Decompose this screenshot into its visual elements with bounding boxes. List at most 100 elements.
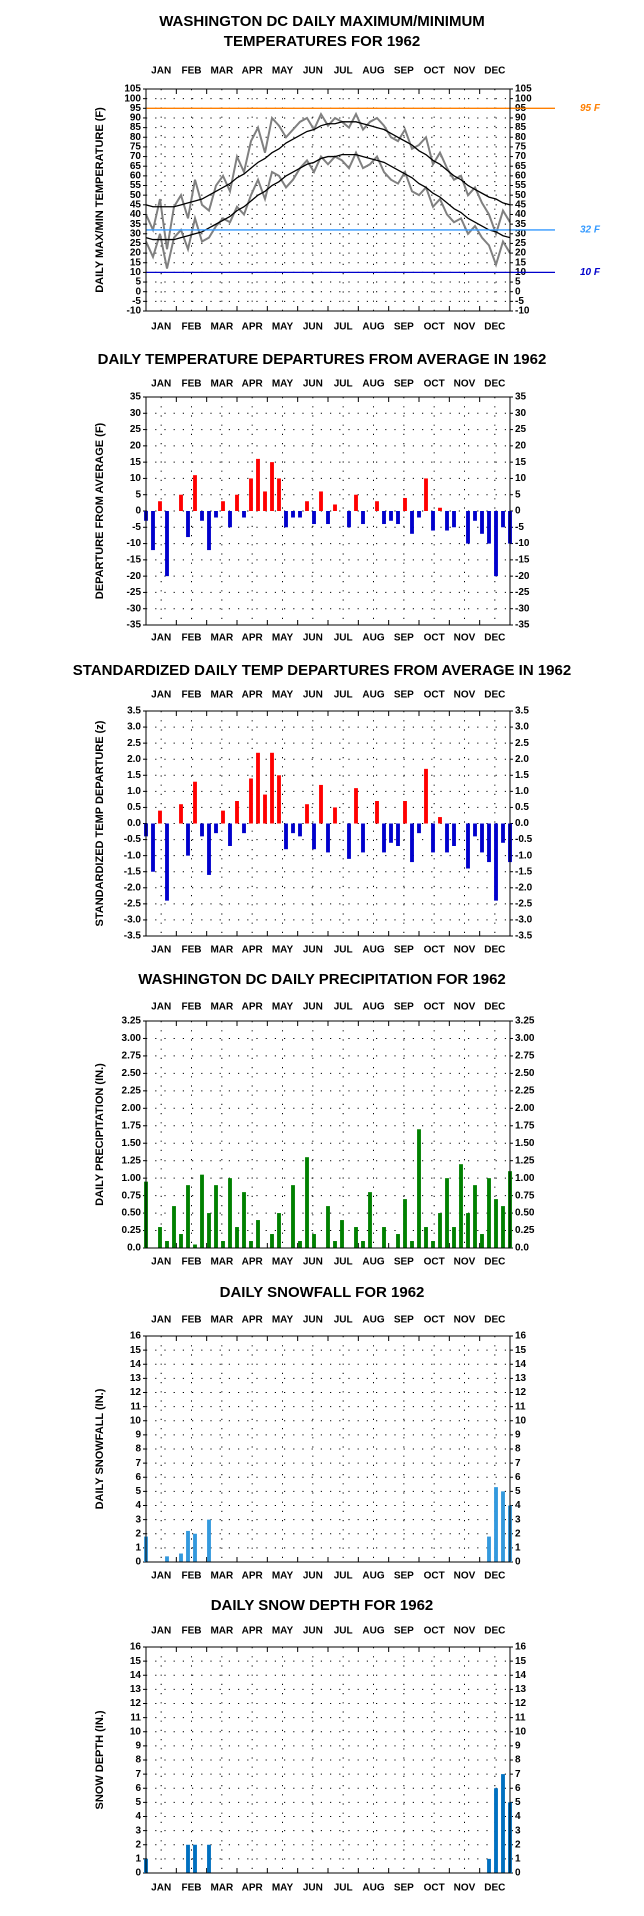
bar xyxy=(158,501,162,511)
month-label: MAY xyxy=(272,1257,294,1268)
bar xyxy=(256,1220,260,1248)
y-tick-label: 5 xyxy=(515,489,521,500)
y-tick-label: 35 xyxy=(515,392,527,403)
y-tick-label: 2.0 xyxy=(127,754,141,765)
y-tick-label: 3.00 xyxy=(122,1033,142,1044)
y-tick-label: 3 xyxy=(135,1514,141,1525)
y-tick-label: 16 xyxy=(130,1642,142,1653)
y-tick-label: 0.0 xyxy=(127,818,141,829)
bar xyxy=(214,823,218,834)
y-tick-label: 10 xyxy=(515,1726,527,1737)
month-label: APR xyxy=(242,1315,264,1326)
y-tick-label: 14 xyxy=(130,1670,142,1681)
y-tick-label: 12 xyxy=(130,1387,142,1398)
month-label: MAY xyxy=(272,1002,294,1013)
month-label: DEC xyxy=(484,633,505,644)
month-label: MAY xyxy=(272,633,294,644)
month-label: MAR xyxy=(210,379,234,390)
bar xyxy=(431,1241,435,1248)
y-tick-label: 0 xyxy=(515,1557,521,1568)
y-tick-label: 8 xyxy=(515,1444,521,1455)
month-label: JUN xyxy=(303,1571,323,1582)
month-label: JUN xyxy=(303,379,323,390)
bar xyxy=(466,511,470,544)
y-tick-label: 16 xyxy=(515,1331,527,1342)
bar xyxy=(354,494,358,511)
bar xyxy=(361,823,365,853)
bar xyxy=(179,1234,183,1248)
y-tick-label: 6 xyxy=(135,1472,141,1483)
bar xyxy=(249,778,253,824)
series-line xyxy=(145,150,511,269)
y-tick-label: 1.75 xyxy=(515,1120,535,1131)
bar xyxy=(410,511,414,534)
month-label: MAY xyxy=(272,945,294,956)
y-tick-label: 8 xyxy=(515,1755,521,1766)
y-tick-label: 2 xyxy=(135,1528,141,1539)
month-label: APR xyxy=(242,945,264,956)
bar xyxy=(291,511,295,518)
y-axis-label: DAILY SNOWFALL (IN.) xyxy=(94,1388,106,1509)
bar xyxy=(501,1206,505,1248)
month-label: JUL xyxy=(334,1257,353,1268)
y-tick-label: 13 xyxy=(130,1684,142,1695)
month-label: SEP xyxy=(394,945,414,956)
month-label: JAN xyxy=(151,1257,171,1268)
y-tick-label: 70 xyxy=(515,151,527,162)
bar xyxy=(193,1844,197,1873)
month-label: MAR xyxy=(210,1315,234,1326)
y-tick-label: 105 xyxy=(124,84,141,95)
bar xyxy=(305,1157,309,1248)
bar xyxy=(228,1178,232,1248)
y-tick-label: 3.5 xyxy=(515,706,529,717)
y-tick-label: -5 xyxy=(515,296,524,307)
month-label: SEP xyxy=(394,322,414,333)
y-tick-label: 0 xyxy=(515,506,521,517)
bar xyxy=(417,823,421,834)
month-label: MAR xyxy=(210,66,234,77)
bar xyxy=(487,1858,491,1873)
month-label: AUG xyxy=(362,1002,384,1013)
y-tick-label: 2.25 xyxy=(515,1085,535,1096)
bar xyxy=(312,511,316,525)
bar xyxy=(263,794,267,824)
bar xyxy=(494,511,498,577)
y-axis-label: DAILY PRECIPITATION (IN.) xyxy=(94,1063,106,1206)
bar xyxy=(480,823,484,853)
bar xyxy=(214,511,218,518)
month-label: JAN xyxy=(151,1571,171,1582)
bar xyxy=(382,823,386,853)
month-label: JUN xyxy=(303,322,323,333)
bar xyxy=(256,752,260,824)
chart-title: TEMPERATURES FOR 1962 xyxy=(224,33,420,50)
y-tick-label: 4 xyxy=(515,1811,521,1822)
month-label: FEB xyxy=(182,379,202,390)
y-tick-label: 10 xyxy=(130,1415,142,1426)
y-tick-label: 0.5 xyxy=(127,802,141,813)
month-label: MAY xyxy=(272,66,294,77)
bar xyxy=(186,1844,190,1873)
y-tick-label: 3.25 xyxy=(515,1016,535,1027)
month-label: DEC xyxy=(484,379,505,390)
y-tick-label: 45 xyxy=(515,199,527,210)
y-tick-label: 2 xyxy=(135,1839,141,1850)
y-tick-label: 0.25 xyxy=(515,1225,535,1236)
bar xyxy=(473,1185,477,1248)
bar xyxy=(480,1234,484,1248)
month-label: APR xyxy=(242,322,264,333)
y-tick-label: 9 xyxy=(135,1430,141,1441)
y-tick-label: -30 xyxy=(127,603,142,614)
bar xyxy=(501,511,505,528)
bar xyxy=(333,1241,337,1248)
chart-title: STANDARDIZED DAILY TEMP DEPARTURES FROM … xyxy=(73,662,571,679)
y-tick-label: -15 xyxy=(127,554,142,565)
month-label: JAN xyxy=(151,1002,171,1013)
reference-label: 32 F xyxy=(580,225,601,236)
month-label: JAN xyxy=(151,379,171,390)
bar xyxy=(186,823,190,856)
month-label: SEP xyxy=(394,379,414,390)
y-tick-label: 10 xyxy=(515,1415,527,1426)
y-tick-label: 1 xyxy=(135,1543,141,1554)
month-label: JUL xyxy=(334,1571,353,1582)
y-tick-label: 5 xyxy=(515,277,521,288)
